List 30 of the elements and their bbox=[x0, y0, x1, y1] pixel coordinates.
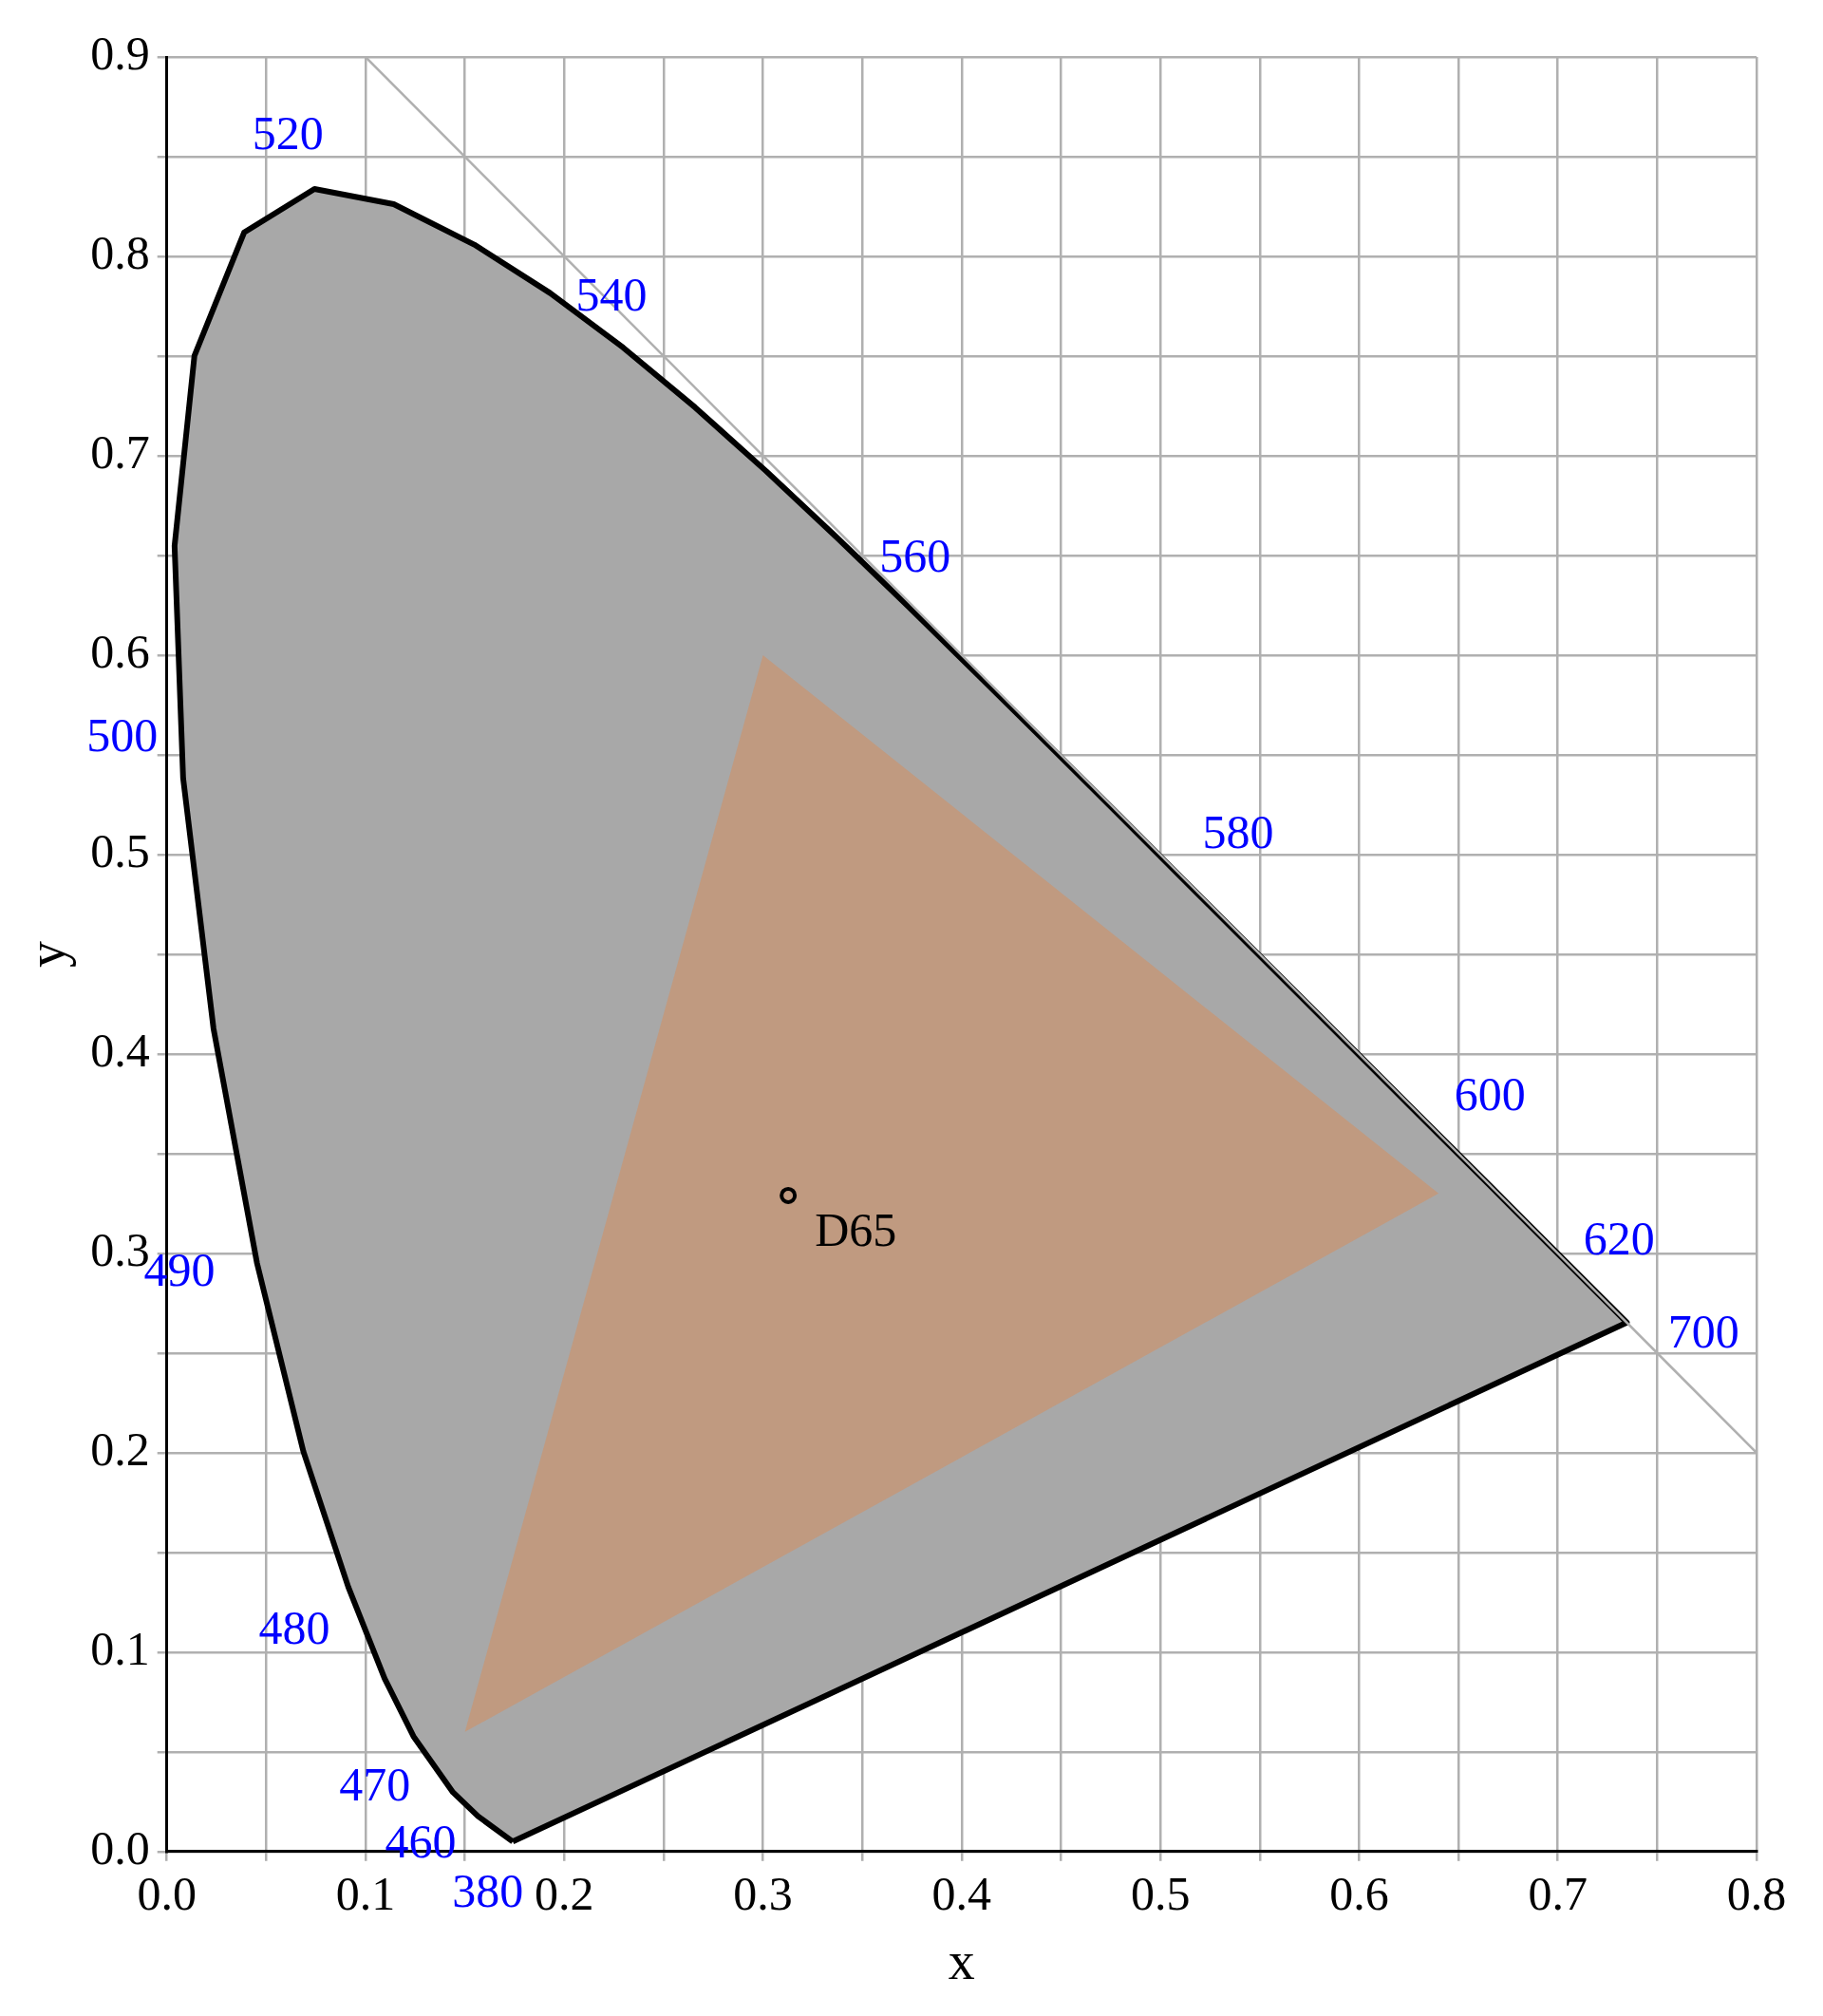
y-tick-label: 0.6 bbox=[90, 625, 150, 679]
x-tick-label: 0.7 bbox=[1528, 1866, 1588, 1920]
y-tick-label: 0.4 bbox=[90, 1024, 150, 1078]
annotation: 500 bbox=[86, 707, 159, 762]
y-tick-label: 0.7 bbox=[90, 425, 150, 480]
x-tick-label: 0.3 bbox=[733, 1866, 793, 1920]
x-tick-label: 0.4 bbox=[931, 1866, 992, 1920]
y-tick-label: 0.1 bbox=[90, 1621, 150, 1675]
annotation: 600 bbox=[1454, 1067, 1526, 1121]
annotation: 620 bbox=[1583, 1211, 1655, 1265]
x-tick-label: 0.1 bbox=[335, 1866, 396, 1920]
series-label: D65 bbox=[815, 1203, 897, 1257]
x-tick-label: 0.2 bbox=[535, 1866, 594, 1920]
y-tick-label: 0.9 bbox=[90, 27, 150, 81]
annotation: 580 bbox=[1202, 805, 1274, 859]
y-axis-title: y bbox=[17, 940, 77, 968]
x-tick-label: 0.6 bbox=[1329, 1866, 1389, 1920]
annotation: 520 bbox=[252, 105, 324, 160]
x-tick-label: 0.5 bbox=[1130, 1866, 1191, 1920]
annotation: 480 bbox=[258, 1601, 330, 1655]
annotation: 700 bbox=[1667, 1304, 1739, 1358]
annotation: 540 bbox=[575, 267, 648, 321]
annotation: 380 bbox=[452, 1863, 524, 1917]
y-tick-label: 0.8 bbox=[90, 226, 150, 280]
x-axis-title: x bbox=[948, 1931, 975, 1991]
x-tick-label: 0.8 bbox=[1726, 1866, 1787, 1920]
annotation: 560 bbox=[879, 528, 951, 582]
y-tick-label: 0.2 bbox=[90, 1422, 150, 1476]
annotation: 470 bbox=[339, 1757, 411, 1811]
y-tick-label: 0.5 bbox=[90, 824, 150, 878]
